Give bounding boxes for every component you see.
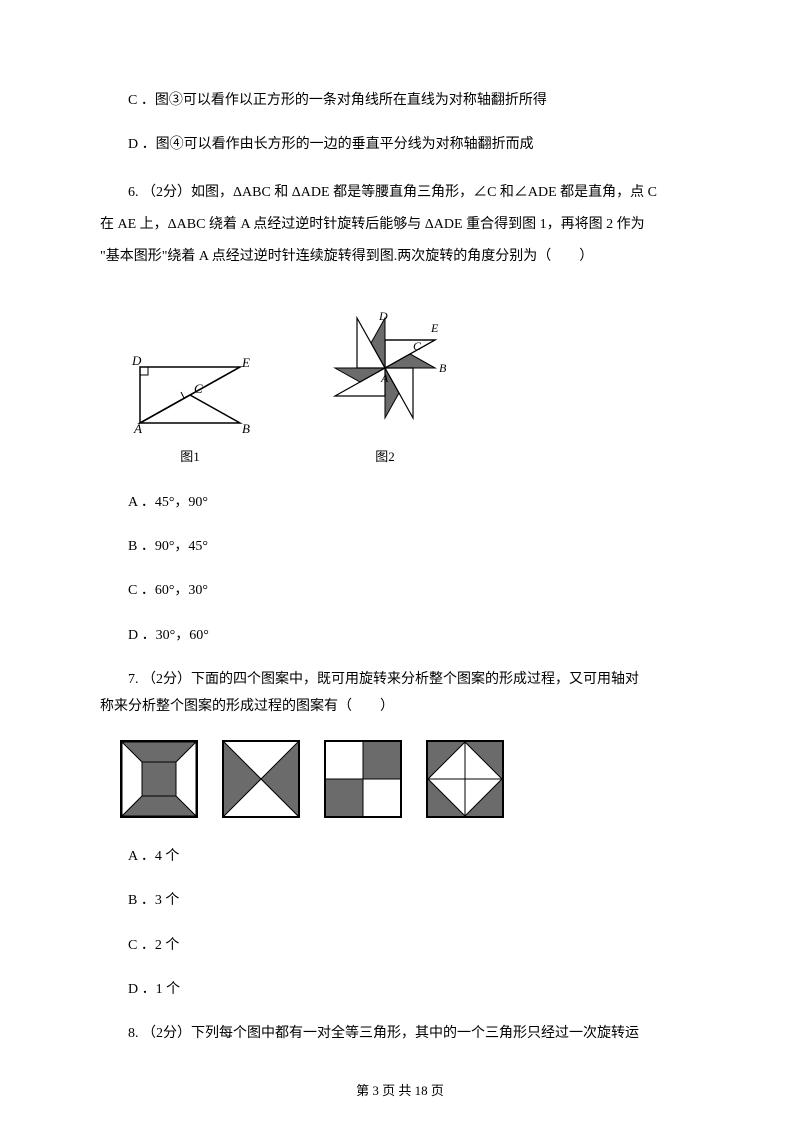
q6-stem-line2: 在 AE 上，ΔABC 绕着 A 点经过逆时针旋转后能够与 ΔADE 重合得到图… xyxy=(100,211,700,239)
q6-fig1-svg: A B C D E xyxy=(120,343,260,443)
svg-text:A: A xyxy=(380,371,389,385)
q7-patterns xyxy=(120,740,700,818)
q6-fig2-svg: A B C D E xyxy=(300,293,470,443)
q6-stem-line1: 6. （2分）如图，ΔABC 和 ΔADE 都是等腰直角三角形，∠C 和∠ADE… xyxy=(100,179,700,207)
q7-stem-line1: 7. （2分）下面的四个图案中，既可用旋转来分析整个图案的形成过程，又可用轴对 xyxy=(100,669,700,691)
q6-stem-line3: "基本图形"绕着 A 点经过逆时针连续旋转得到图.两次旋转的角度分别为（ ） xyxy=(100,243,700,271)
q6-option-b: B ．90°，45° xyxy=(100,536,700,558)
q7-pattern-2 xyxy=(222,740,300,818)
q7-option-a: A ．4 个 xyxy=(100,846,700,868)
q6-option-c: C ．60°，30° xyxy=(100,580,700,602)
q5-option-d: D ．图④可以看作由长方形的一边的垂直平分线为对称轴翻折而成 xyxy=(100,134,700,156)
q7-pattern-3 xyxy=(324,740,402,818)
page-footer: 第 3 页 共 18 页 xyxy=(0,1081,800,1102)
q7-options: A ．4 个 B ．3 个 C ．2 个 D ．1 个 xyxy=(100,846,700,1002)
svg-text:E: E xyxy=(430,321,439,335)
q7-stem-line2: 称来分析整个图案的形成过程的图案有（ ） xyxy=(100,696,700,718)
q6-fig2-caption: 图2 xyxy=(375,447,395,468)
q6-stem: 6. （2分）如图，ΔABC 和 ΔADE 都是等腰直角三角形，∠C 和∠ADE… xyxy=(100,179,700,271)
svg-text:D: D xyxy=(378,309,388,323)
q7-pattern-1 xyxy=(120,740,198,818)
q6-fig1-caption: 图1 xyxy=(180,447,200,468)
label-A: A xyxy=(133,421,142,436)
q6-option-a: A ．45°，90° xyxy=(100,492,700,514)
page: C ．图③可以看作以正方形的一条对角线所在直线为对称轴翻折所得 D ．图④可以看… xyxy=(0,0,800,1132)
svg-text:B: B xyxy=(439,361,447,375)
q5-option-c: C ．图③可以看作以正方形的一条对角线所在直线为对称轴翻折所得 xyxy=(100,90,700,112)
q6-options: A ．45°，90° B ．90°，45° C ．60°，30° D ．30°，… xyxy=(100,492,700,648)
label-D: D xyxy=(131,353,142,368)
q7-pattern-4 xyxy=(426,740,504,818)
q6-option-d: D ．30°，60° xyxy=(100,625,700,647)
label-C: C xyxy=(194,381,203,396)
q6-figures: A B C D E 图1 xyxy=(120,293,700,468)
q7-option-c: C ．2 个 xyxy=(100,935,700,957)
label-B: B xyxy=(242,421,250,436)
label-E: E xyxy=(241,355,250,370)
q6-figure-2: A B C D E 图2 xyxy=(300,293,470,468)
q8-stem: 8. （2分）下列每个图中都有一对全等三角形，其中的一个三角形只经过一次旋转运 xyxy=(100,1023,700,1045)
svg-text:C: C xyxy=(413,339,422,353)
q7-option-b: B ．3 个 xyxy=(100,890,700,912)
q6-figure-1: A B C D E 图1 xyxy=(120,343,260,468)
q7-option-d: D ．1 个 xyxy=(100,979,700,1001)
